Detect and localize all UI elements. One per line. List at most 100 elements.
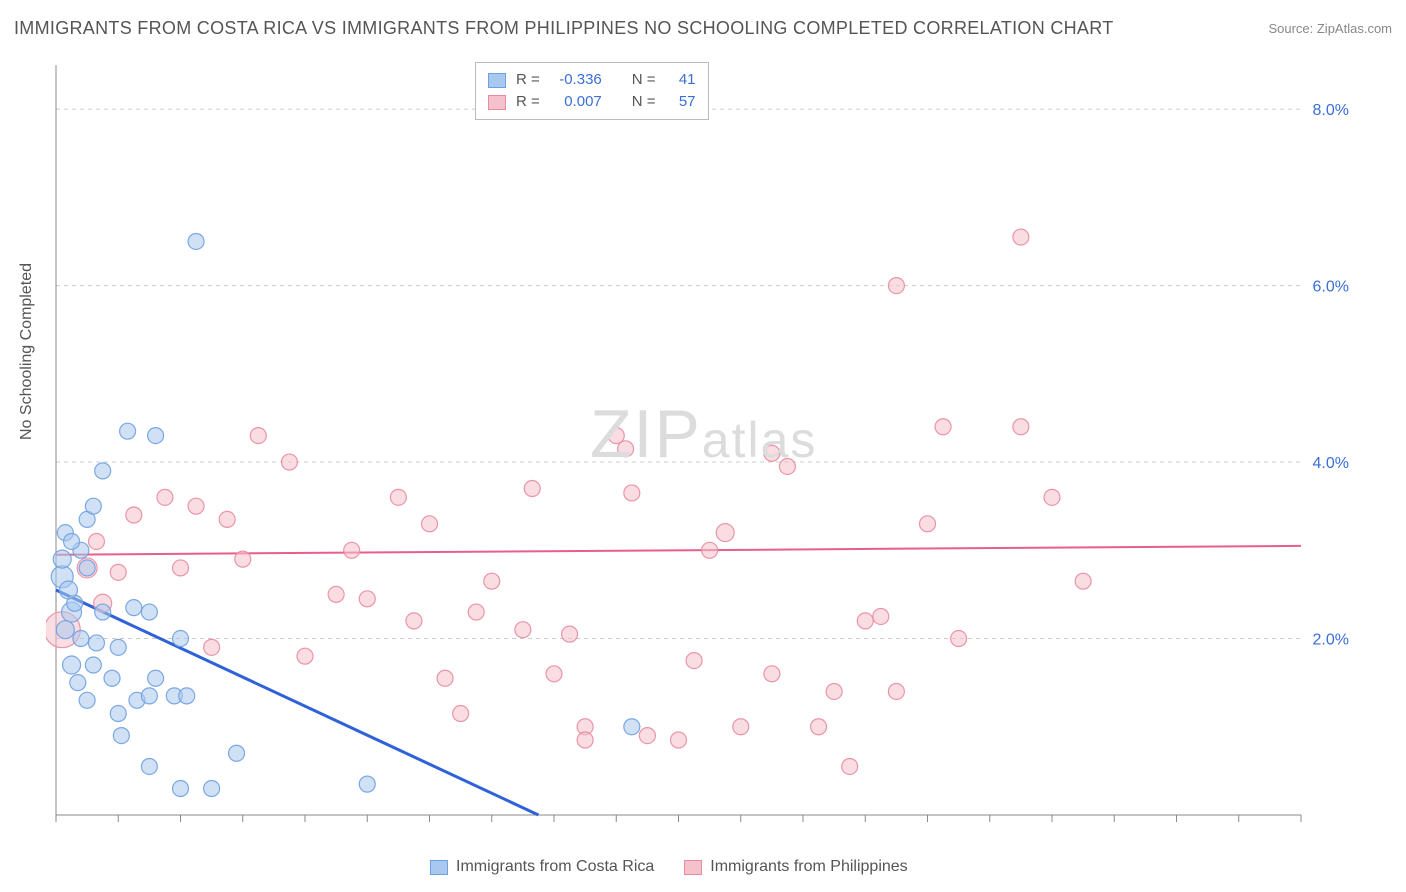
data-point-philippines bbox=[515, 622, 531, 638]
data-point-philippines bbox=[524, 481, 540, 497]
data-point-philippines bbox=[733, 719, 749, 735]
correlation-legend: R = -0.336 N = 41R = 0.007 N = 57 bbox=[475, 62, 709, 120]
data-point-philippines bbox=[406, 613, 422, 629]
data-point-philippines bbox=[110, 564, 126, 580]
n-value: 57 bbox=[666, 91, 696, 113]
data-point-costa_rica bbox=[113, 728, 129, 744]
data-point-philippines bbox=[624, 485, 640, 501]
n-label: N = bbox=[632, 69, 656, 91]
legend-swatch bbox=[430, 860, 448, 875]
data-point-philippines bbox=[842, 758, 858, 774]
data-point-philippines bbox=[1075, 573, 1091, 589]
data-point-costa_rica bbox=[120, 423, 136, 439]
n-value: 41 bbox=[666, 69, 696, 91]
data-point-philippines bbox=[826, 683, 842, 699]
data-point-costa_rica bbox=[141, 758, 157, 774]
data-point-philippines bbox=[779, 458, 795, 474]
data-point-costa_rica bbox=[56, 621, 74, 639]
data-point-philippines bbox=[188, 498, 204, 514]
legend-swatch bbox=[684, 860, 702, 875]
data-point-costa_rica bbox=[79, 560, 95, 576]
data-point-philippines bbox=[577, 732, 593, 748]
data-point-philippines bbox=[422, 516, 438, 532]
data-point-costa_rica bbox=[88, 635, 104, 651]
data-point-costa_rica bbox=[63, 656, 81, 674]
data-point-philippines bbox=[935, 419, 951, 435]
data-point-costa_rica bbox=[85, 657, 101, 673]
data-point-philippines bbox=[204, 639, 220, 655]
data-point-philippines bbox=[618, 441, 634, 457]
data-point-philippines bbox=[468, 604, 484, 620]
data-point-costa_rica bbox=[95, 463, 111, 479]
legend-label: Immigrants from Philippines bbox=[710, 858, 907, 876]
data-point-philippines bbox=[1044, 489, 1060, 505]
data-point-philippines bbox=[484, 573, 500, 589]
title-bar: IMMIGRANTS FROM COSTA RICA VS IMMIGRANTS… bbox=[14, 18, 1392, 39]
y-tick-label: 6.0% bbox=[1313, 279, 1349, 296]
r-value: 0.007 bbox=[550, 91, 602, 113]
data-point-philippines bbox=[328, 586, 344, 602]
data-point-philippines bbox=[686, 653, 702, 669]
data-point-philippines bbox=[951, 631, 967, 647]
data-point-philippines bbox=[235, 551, 251, 567]
data-point-philippines bbox=[359, 591, 375, 607]
legend-row-philippines: R = 0.007 N = 57 bbox=[488, 91, 696, 113]
data-point-philippines bbox=[1013, 419, 1029, 435]
data-point-philippines bbox=[873, 608, 889, 624]
data-point-costa_rica bbox=[173, 781, 189, 797]
data-point-philippines bbox=[562, 626, 578, 642]
data-point-costa_rica bbox=[141, 688, 157, 704]
data-point-costa_rica bbox=[79, 692, 95, 708]
chart-title: IMMIGRANTS FROM COSTA RICA VS IMMIGRANTS… bbox=[14, 18, 1114, 39]
data-point-costa_rica bbox=[204, 781, 220, 797]
data-point-philippines bbox=[764, 445, 780, 461]
data-point-philippines bbox=[344, 542, 360, 558]
data-point-philippines bbox=[297, 648, 313, 664]
n-label: N = bbox=[632, 91, 656, 113]
data-point-costa_rica bbox=[179, 688, 195, 704]
trend-line-costa_rica bbox=[56, 590, 538, 815]
legend-swatch bbox=[488, 95, 506, 110]
y-tick-label: 8.0% bbox=[1313, 102, 1349, 119]
data-point-costa_rica bbox=[141, 604, 157, 620]
data-point-costa_rica bbox=[110, 639, 126, 655]
data-point-costa_rica bbox=[70, 675, 86, 691]
data-point-costa_rica bbox=[188, 233, 204, 249]
data-point-philippines bbox=[173, 560, 189, 576]
data-point-costa_rica bbox=[624, 719, 640, 735]
r-label: R = bbox=[516, 91, 540, 113]
data-point-costa_rica bbox=[148, 670, 164, 686]
data-point-philippines bbox=[888, 278, 904, 294]
scatter-plot: 2.0%4.0%6.0%8.0%0.0%40.0% bbox=[46, 55, 1356, 825]
y-tick-label: 4.0% bbox=[1313, 455, 1349, 472]
legend-item-philippines: Immigrants from Philippines bbox=[684, 858, 907, 876]
data-point-philippines bbox=[1013, 229, 1029, 245]
data-point-philippines bbox=[281, 454, 297, 470]
data-point-philippines bbox=[390, 489, 406, 505]
data-point-philippines bbox=[811, 719, 827, 735]
data-point-costa_rica bbox=[53, 550, 71, 568]
legend-row-costa_rica: R =-0.336N =41 bbox=[488, 69, 696, 91]
data-point-costa_rica bbox=[148, 428, 164, 444]
data-point-philippines bbox=[250, 428, 266, 444]
data-point-costa_rica bbox=[359, 776, 375, 792]
data-point-philippines bbox=[671, 732, 687, 748]
data-point-costa_rica bbox=[104, 670, 120, 686]
data-point-philippines bbox=[764, 666, 780, 682]
data-point-costa_rica bbox=[173, 631, 189, 647]
data-point-philippines bbox=[546, 666, 562, 682]
series-legend: Immigrants from Costa Rica Immigrants fro… bbox=[430, 858, 908, 876]
data-point-philippines bbox=[639, 728, 655, 744]
r-value: -0.336 bbox=[550, 69, 602, 91]
data-point-costa_rica bbox=[73, 631, 89, 647]
data-point-costa_rica bbox=[126, 600, 142, 616]
data-point-philippines bbox=[716, 524, 734, 542]
data-point-costa_rica bbox=[64, 533, 80, 549]
y-axis-label: No Schooling Completed bbox=[18, 263, 36, 440]
legend-label: Immigrants from Costa Rica bbox=[456, 858, 654, 876]
data-point-costa_rica bbox=[110, 706, 126, 722]
data-point-costa_rica bbox=[229, 745, 245, 761]
data-point-costa_rica bbox=[95, 604, 111, 620]
data-point-philippines bbox=[920, 516, 936, 532]
data-point-philippines bbox=[453, 706, 469, 722]
